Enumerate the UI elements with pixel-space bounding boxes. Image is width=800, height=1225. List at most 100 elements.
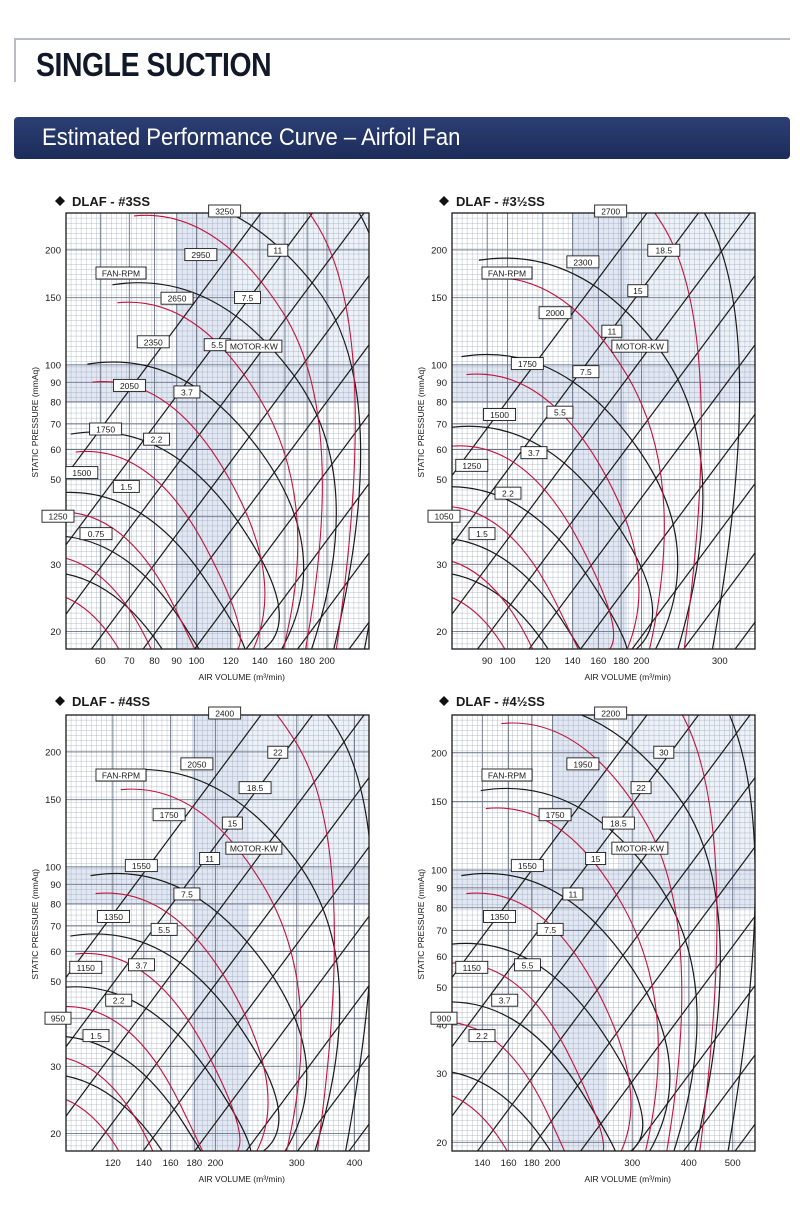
kw-legend-box bbox=[225, 339, 283, 353]
rpm-legend-box bbox=[481, 266, 533, 280]
power-curve bbox=[681, 715, 718, 1151]
y-tick-label: 50 bbox=[50, 977, 61, 988]
y-tick-label: 30 bbox=[436, 560, 447, 571]
kw-label: 11 bbox=[607, 327, 616, 337]
rpm-curve bbox=[452, 1071, 552, 1151]
y-axis-label: STATIC PRESSURE (mmAq) bbox=[30, 869, 40, 980]
system-line bbox=[90, 776, 369, 1151]
rpm-curve bbox=[461, 872, 671, 1151]
x-tick-label: 180 bbox=[524, 1158, 540, 1169]
y-tick-label: 200 bbox=[431, 245, 447, 256]
system-line bbox=[296, 1053, 369, 1151]
rpm-label: 1250 bbox=[462, 461, 481, 471]
power-curve bbox=[483, 277, 665, 649]
kw-label: 5.5 bbox=[158, 925, 170, 935]
y-tick-label: 20 bbox=[436, 1138, 447, 1149]
system-line bbox=[579, 413, 755, 649]
x-tick-label: 100 bbox=[189, 656, 205, 667]
y-tick-label: 60 bbox=[50, 947, 61, 958]
rpm-label-box bbox=[184, 248, 218, 262]
system-line bbox=[66, 715, 365, 1118]
x-tick-label: 70 bbox=[124, 656, 135, 667]
system-line bbox=[452, 715, 751, 1118]
y-tick-label: 200 bbox=[45, 245, 61, 256]
kw-label: 30 bbox=[659, 748, 669, 758]
power-curve bbox=[452, 1021, 566, 1151]
x-tick-label: 500 bbox=[725, 1158, 741, 1169]
chart-2: DLAF - #3½SS9010012014016018020030020304… bbox=[416, 194, 756, 682]
rpm-curve bbox=[228, 213, 362, 649]
kw-label-box bbox=[494, 486, 522, 500]
y-tick-label: 20 bbox=[50, 1129, 61, 1140]
system-line bbox=[452, 213, 751, 616]
rpm-curve bbox=[452, 573, 549, 649]
x-tick-label: 400 bbox=[347, 1158, 363, 1169]
rpm-curve bbox=[66, 986, 252, 1151]
rpm-label-box bbox=[427, 509, 461, 523]
x-tick-label: 200 bbox=[319, 656, 335, 667]
kw-label-box bbox=[520, 446, 548, 460]
kw-label: 2.2 bbox=[151, 435, 163, 445]
x-tick-label: 60 bbox=[95, 656, 106, 667]
rpm-curve bbox=[90, 872, 308, 1151]
shade-vertical bbox=[176, 213, 232, 649]
y-tick-label: 60 bbox=[436, 952, 447, 963]
rpm-curve bbox=[66, 1036, 202, 1151]
y-tick-label: 150 bbox=[45, 293, 61, 304]
x-axis-label: AIR VOLUME (m³/min) bbox=[199, 672, 286, 682]
kw-label-box bbox=[468, 527, 496, 541]
system-line bbox=[245, 984, 369, 1151]
system-line bbox=[66, 715, 262, 979]
power-curve bbox=[120, 788, 302, 1151]
system-line bbox=[66, 213, 314, 546]
rpm-label: 1150 bbox=[77, 963, 96, 973]
power-curve bbox=[276, 715, 335, 1151]
rpm-label: 2400 bbox=[215, 709, 234, 719]
system-line bbox=[296, 551, 369, 649]
kw-legend: MOTOR-KW bbox=[616, 844, 664, 854]
rpm-label-box bbox=[44, 1011, 72, 1025]
rpm-curve bbox=[66, 491, 246, 649]
kw-legend: MOTOR-KW bbox=[230, 844, 278, 854]
kw-label-box bbox=[630, 781, 652, 795]
rpm-label: 2950 bbox=[191, 250, 210, 260]
rpm-legend-box bbox=[95, 266, 147, 280]
x-tick-label: 200 bbox=[545, 1158, 561, 1169]
y-tick-label: 100 bbox=[431, 866, 447, 877]
kw-label: 2.2 bbox=[502, 489, 514, 499]
power-curve bbox=[66, 557, 152, 649]
x-tick-label: 140 bbox=[252, 656, 268, 667]
y-tick-label: 20 bbox=[436, 627, 447, 638]
top-rule bbox=[14, 38, 790, 40]
left-rule bbox=[14, 38, 16, 82]
y-tick-label: 20 bbox=[50, 627, 61, 638]
system-line bbox=[528, 343, 755, 649]
rpm-label: 1550 bbox=[518, 861, 537, 871]
system-line bbox=[528, 845, 755, 1151]
y-tick-label: 60 bbox=[436, 445, 447, 456]
y-tick-label: 80 bbox=[50, 397, 61, 408]
kw-label: 18.5 bbox=[247, 783, 264, 793]
power-curve bbox=[466, 892, 632, 1151]
power-curve bbox=[452, 560, 534, 649]
rpm-label-box bbox=[566, 757, 600, 771]
rpm-curve bbox=[478, 257, 704, 649]
power-curve bbox=[117, 301, 299, 649]
power-curve bbox=[133, 214, 323, 649]
y-tick-label: 30 bbox=[50, 560, 61, 571]
kw-label-box bbox=[546, 405, 574, 419]
rpm-label: 1500 bbox=[490, 410, 509, 420]
rpm-label-box bbox=[510, 357, 544, 371]
kw-legend: MOTOR-KW bbox=[230, 342, 278, 352]
y-tick-label: 100 bbox=[45, 862, 61, 873]
kw-label: 2.2 bbox=[113, 996, 125, 1006]
rpm-label: 2300 bbox=[573, 257, 592, 267]
system-line bbox=[476, 274, 755, 649]
system-line bbox=[193, 915, 369, 1151]
kw-label-box bbox=[143, 432, 171, 446]
power-curve bbox=[501, 722, 683, 1151]
rpm-label: 950 bbox=[51, 1014, 65, 1024]
y-tick-label: 90 bbox=[50, 880, 61, 891]
power-curve bbox=[66, 511, 196, 649]
y-tick-label: 80 bbox=[50, 899, 61, 910]
